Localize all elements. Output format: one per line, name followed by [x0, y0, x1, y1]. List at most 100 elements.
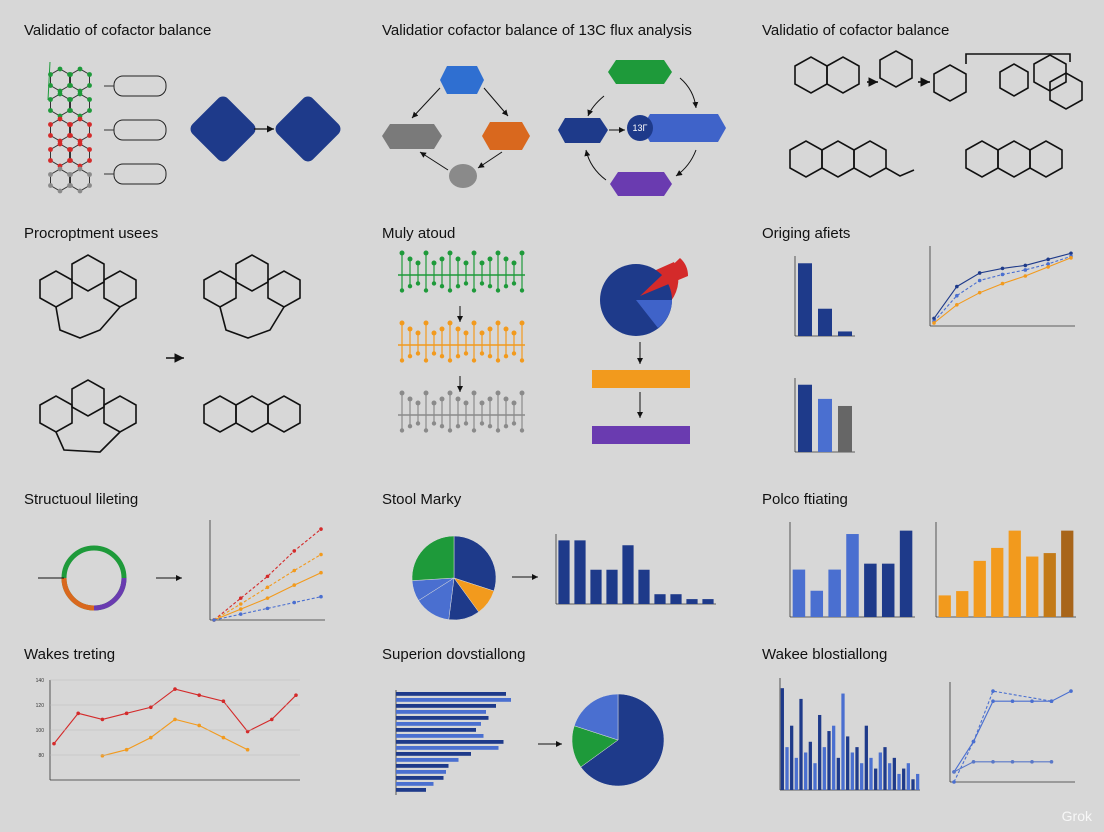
bar-2	[973, 560, 986, 617]
atom-dot	[48, 97, 53, 102]
bar-3	[846, 534, 859, 617]
stool-bar-chart	[555, 534, 716, 605]
line-series-0	[953, 690, 1072, 773]
bar-15	[850, 752, 854, 790]
bar-9	[822, 747, 826, 790]
atom-dot	[57, 91, 63, 97]
marker-dot	[447, 428, 453, 433]
marker-dot	[519, 358, 525, 363]
atom-dot	[48, 158, 53, 163]
marker-dot	[471, 390, 477, 396]
atom-dot	[87, 108, 92, 113]
marker-dot	[487, 284, 493, 289]
hbar-11	[396, 758, 459, 762]
marker-dot	[439, 354, 445, 359]
marker-dot	[519, 320, 525, 326]
bar-3	[606, 569, 618, 604]
panel2-flux-diagram: 13Γ	[382, 60, 726, 196]
marker-dot	[495, 428, 501, 433]
label-box-1	[113, 75, 167, 97]
center-node	[627, 115, 653, 141]
origing-bar-chart-1	[794, 256, 855, 337]
origing-bar-chart-2	[794, 378, 855, 453]
marker-dot	[407, 256, 413, 262]
marker-dot	[423, 320, 429, 326]
node-gray-left	[382, 124, 442, 149]
marker-dot	[407, 396, 413, 402]
marker-dot	[431, 400, 437, 406]
line-series-2	[213, 572, 322, 621]
panel-title-wakee-blostiallong: Wakee blostiallong	[762, 646, 888, 663]
atom-dot	[48, 183, 53, 188]
pie-slice-5	[411, 535, 455, 581]
label-box-3	[113, 163, 167, 185]
bar-7	[1061, 530, 1074, 617]
atom-dot	[77, 188, 83, 194]
marker-dot	[511, 260, 517, 266]
line-point	[265, 606, 270, 611]
marker-dot	[423, 288, 429, 293]
bar-3	[991, 547, 1004, 617]
marker-dot	[447, 390, 453, 396]
bar-14	[846, 736, 850, 790]
atom-dot	[57, 116, 63, 122]
bar-27	[906, 763, 910, 790]
bar-7	[813, 763, 817, 790]
marker-dot	[503, 424, 509, 429]
marker-dot	[511, 400, 517, 406]
atom-dot	[87, 147, 92, 152]
marker-dot	[463, 260, 469, 266]
process-diamond-1	[190, 96, 256, 162]
marker-dot	[399, 320, 405, 326]
marker-dot	[503, 396, 509, 402]
atom-dot	[68, 97, 73, 102]
atom-dot	[68, 133, 73, 138]
marker-dot	[431, 281, 437, 286]
line-series-2	[933, 257, 1072, 324]
marker-dot	[511, 281, 517, 286]
atom-dot	[87, 133, 92, 138]
marker-dot	[463, 351, 469, 356]
bar-26	[902, 768, 906, 790]
marker-dot	[495, 320, 501, 326]
marker-dot	[511, 421, 517, 426]
hex-ring	[70, 168, 90, 192]
panel-title-cofactor-2: Validatio of cofactor balance	[762, 22, 950, 39]
atom-dot	[87, 72, 92, 77]
atom-dot	[68, 183, 73, 188]
bar-22	[883, 747, 887, 790]
bar-19	[869, 757, 873, 790]
marker-dot	[439, 326, 445, 332]
bar-11	[832, 725, 836, 790]
marker-dot	[455, 424, 461, 429]
line-series-1	[933, 255, 1072, 322]
node-blue-top	[440, 66, 484, 94]
center-node-label: 13Γ	[633, 123, 648, 133]
bar-2	[590, 569, 602, 604]
marker-dot	[431, 421, 437, 426]
bar-8	[686, 599, 698, 604]
atom-dot	[57, 188, 63, 194]
marker-dot	[479, 330, 485, 336]
bar-2	[790, 725, 794, 790]
origing-line-chart	[929, 246, 1075, 327]
hbar-2	[396, 704, 496, 708]
marker-dot	[471, 250, 477, 256]
hbar-13	[396, 770, 446, 774]
pie-slice-2	[573, 693, 619, 741]
atom-dot	[48, 133, 53, 138]
hex-ring	[70, 143, 90, 167]
bar-9	[702, 599, 714, 604]
marker-dot	[415, 260, 421, 266]
marker-dot	[463, 281, 469, 286]
hex-ring	[50, 118, 70, 142]
marker-dot	[415, 400, 421, 406]
atom-dot	[48, 147, 53, 152]
marker-dot	[503, 326, 509, 332]
panel5-flow	[592, 258, 690, 444]
marker-dot	[407, 326, 413, 332]
bar-0	[792, 569, 806, 617]
y-tick-label: 80	[38, 753, 44, 759]
bar-6	[654, 594, 666, 604]
